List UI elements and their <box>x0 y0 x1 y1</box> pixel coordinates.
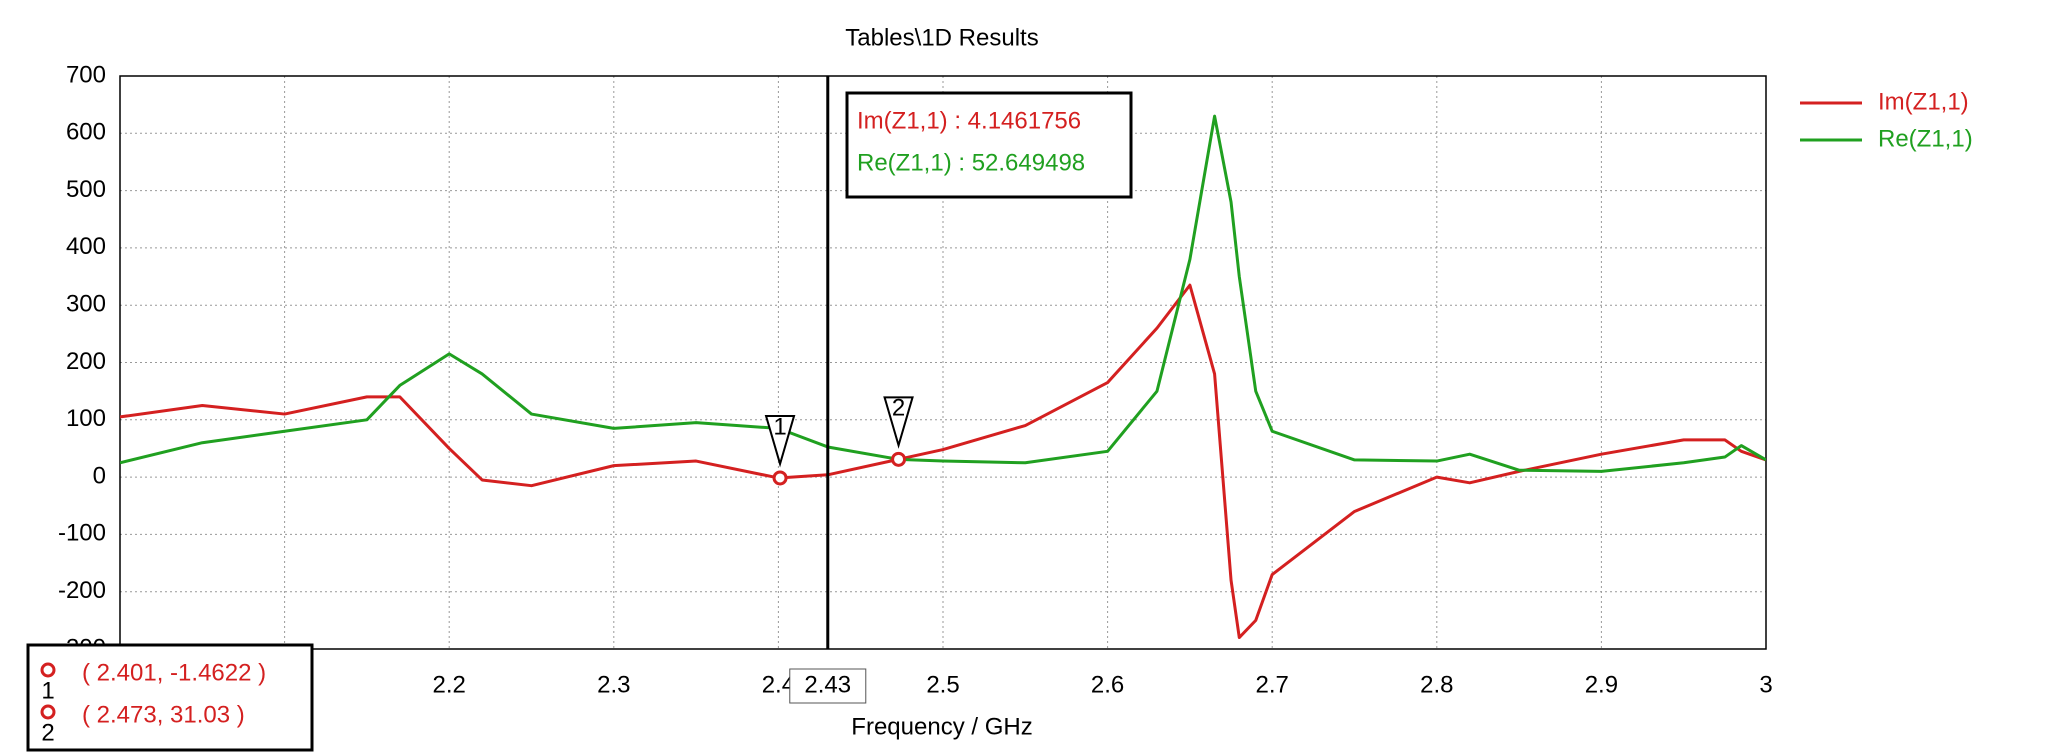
y-tick-label: 400 <box>66 233 106 260</box>
chart-title: Tables\1D Results <box>845 24 1038 51</box>
x-tick-label: 2.2 <box>433 671 466 698</box>
y-tick-label: 200 <box>66 348 106 375</box>
x-axis-label: Frequency / GHz <box>851 713 1032 740</box>
y-tick-label: 300 <box>66 291 106 318</box>
marker-icon <box>40 662 56 678</box>
legend-label: Im(Z1,1) <box>1878 88 1969 115</box>
marker <box>891 451 907 467</box>
marker-index: 1 <box>41 677 54 704</box>
x-tick-label: 2.7 <box>1256 671 1289 698</box>
marker-icon <box>40 704 56 720</box>
readout-line: Re(Z1,1) : 52.649498 <box>857 149 1085 176</box>
x-tick-label: 2.3 <box>597 671 630 698</box>
y-tick-label: 700 <box>66 61 106 88</box>
readout-box <box>845 91 1133 199</box>
marker-readout: ( 2.401, -1.4622 ) <box>82 659 266 686</box>
series-line <box>120 114 1766 473</box>
y-tick-label: 0 <box>93 462 106 489</box>
marker-flag <box>883 396 914 449</box>
y-tick-label: 600 <box>66 119 106 146</box>
x-tick-label: 3 <box>1759 671 1772 698</box>
plot-frame <box>119 75 1767 650</box>
y-tick-label: 500 <box>66 176 106 203</box>
marker-flag <box>764 414 796 468</box>
x-tick-label: 2.9 <box>1585 671 1618 698</box>
marker-readout: ( 2.473, 31.03 ) <box>82 701 245 728</box>
legend-label: Re(Z1,1) <box>1878 125 1973 152</box>
cursor-label-box <box>789 668 867 704</box>
y-tick-label: 100 <box>66 405 106 432</box>
x-tick-label: 2.6 <box>1091 671 1124 698</box>
marker <box>772 470 788 486</box>
marker-number: 2 <box>892 395 905 422</box>
x-tick-label: 2.8 <box>1420 671 1453 698</box>
y-tick-label: -200 <box>58 577 106 604</box>
series-line <box>120 283 1766 640</box>
cursor-label: 2.43 <box>804 671 851 698</box>
y-tick-label: -100 <box>58 520 106 547</box>
marker-index: 2 <box>41 719 54 746</box>
marker-box <box>26 643 314 752</box>
marker-number: 1 <box>773 413 786 440</box>
readout-line: Im(Z1,1) : 4.1461756 <box>857 107 1081 134</box>
x-tick-label: 2.5 <box>926 671 959 698</box>
